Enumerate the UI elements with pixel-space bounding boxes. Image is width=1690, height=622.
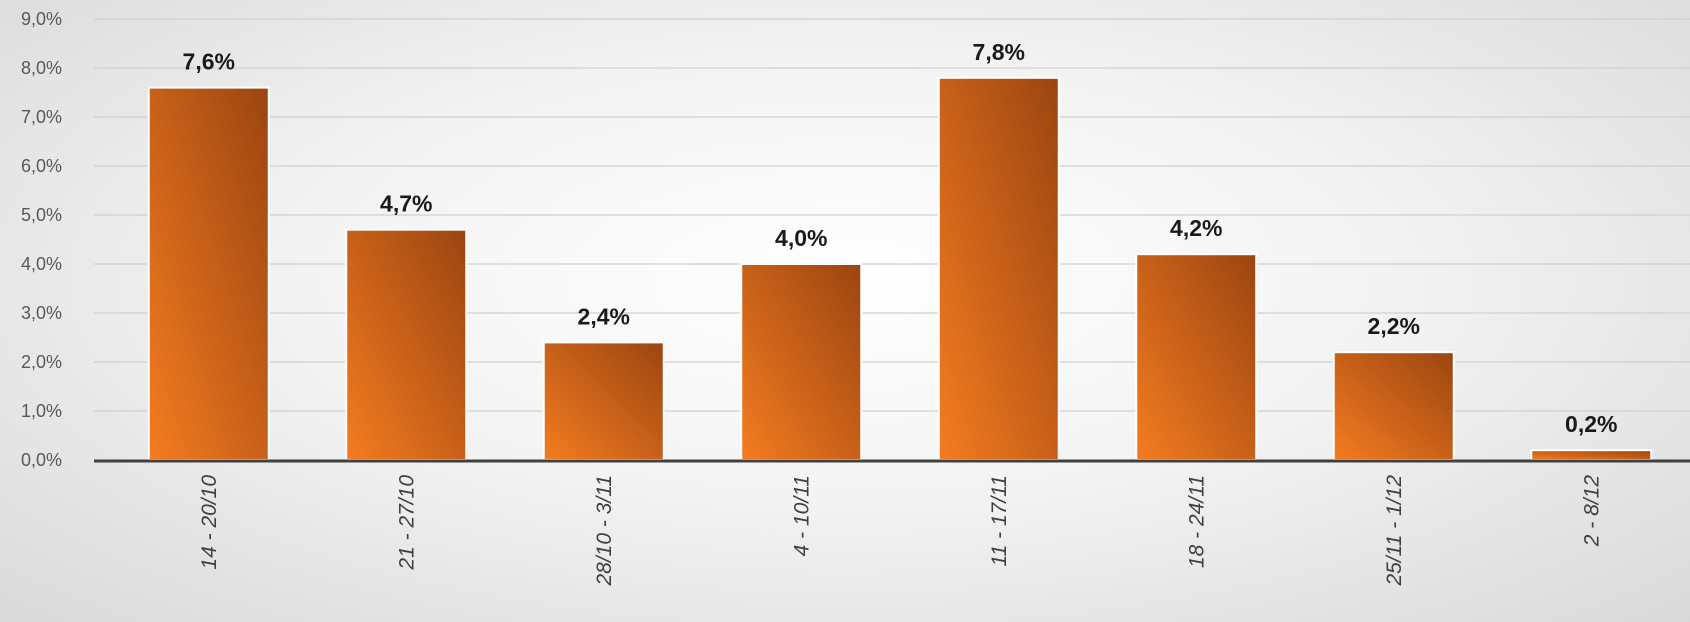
bar xyxy=(740,263,863,461)
data-label: 4,0% xyxy=(775,225,827,251)
y-tick-label: 4,0% xyxy=(21,254,62,274)
y-tick-label: 1,0% xyxy=(21,401,62,421)
y-tick-label: 6,0% xyxy=(21,156,62,176)
data-label: 4,2% xyxy=(1170,215,1222,241)
y-tick-label: 5,0% xyxy=(21,205,62,225)
y-axis-tick-labels: 0,0% 1,0% 2,0% 3,0% 4,0% 5,0% 6,0% 7,0% 8,0% 9,0% xyxy=(21,9,62,470)
bar xyxy=(542,341,665,461)
y-tick-label: 8,0% xyxy=(21,58,62,78)
data-label: 2,4% xyxy=(578,303,630,329)
data-label: 7,6% xyxy=(183,49,235,75)
data-label: 7,8% xyxy=(973,39,1025,65)
bar xyxy=(1332,351,1455,462)
y-tick-label: 7,0% xyxy=(21,107,62,127)
bar xyxy=(1530,449,1653,462)
bar xyxy=(937,76,1060,462)
x-tick-label: 25/11 - 1/12 xyxy=(1383,475,1406,587)
x-tick-label: 11 - 17/11 xyxy=(988,475,1011,566)
data-label: 2,2% xyxy=(1368,313,1420,339)
x-tick-label: 14 - 20/10 xyxy=(198,475,221,570)
y-tick-label: 2,0% xyxy=(21,352,62,372)
x-axis-tick-labels: 14 - 20/10 21 - 27/10 28/10 - 3/11 4 - 10/1… xyxy=(198,475,1604,587)
bar xyxy=(345,228,468,461)
data-label: 4,7% xyxy=(380,191,432,217)
x-tick-label: 18 - 24/11 xyxy=(1185,475,1208,568)
data-label: 0,2% xyxy=(1565,411,1617,437)
data-labels: 7,6% 4,7% 2,4% 4,0% 7,8% 4,2% 2,2% 0,2% xyxy=(183,39,1618,437)
y-tick-label: 0,0% xyxy=(21,450,62,470)
x-tick-label: 21 - 27/10 xyxy=(395,475,418,571)
y-tick-label: 9,0% xyxy=(21,9,62,29)
y-tick-label: 3,0% xyxy=(21,303,62,323)
bar xyxy=(1135,253,1258,461)
bars xyxy=(147,76,1653,462)
x-tick-label: 2 - 8/12 xyxy=(1580,475,1603,548)
x-tick-label: 4 - 10/11 xyxy=(790,475,813,556)
x-tick-label: 28/10 - 3/11 xyxy=(593,475,616,587)
bar xyxy=(147,86,270,461)
